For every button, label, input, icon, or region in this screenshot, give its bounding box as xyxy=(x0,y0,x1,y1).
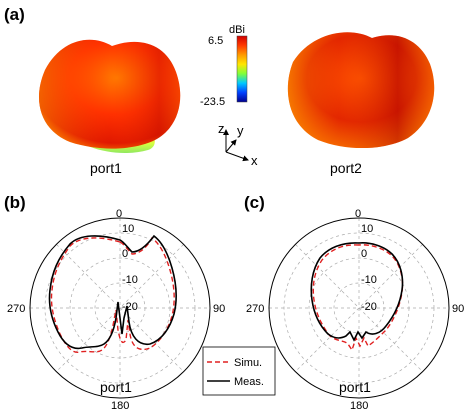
panel-label-c: (c) xyxy=(244,193,265,212)
pattern-3d-port2-label: port2 xyxy=(330,160,362,176)
colorbar-max-label: 6.5 xyxy=(208,35,223,47)
legend-box xyxy=(202,346,276,396)
polar-b-angle-right: 90 xyxy=(213,303,225,315)
polar-b-outer-ring xyxy=(29,217,211,399)
polar-c-radial-10: 10 xyxy=(361,223,373,235)
polar-b-angle-top: 0 xyxy=(116,208,122,220)
polar-c-angle-left: 270 xyxy=(246,303,264,315)
polar-c-meas-curve xyxy=(310,242,404,342)
triad-y-axis xyxy=(225,139,237,153)
polar-b-port-label: port1 xyxy=(100,379,132,395)
polar-b-simu-curve xyxy=(50,236,175,353)
polar-c-port-label: port1 xyxy=(339,379,371,395)
polar-c-radial-0: 0 xyxy=(361,248,367,260)
polar-b-radial-10: 10 xyxy=(122,223,134,235)
triad-x-label: x xyxy=(251,153,258,168)
polar-c-angle-right: 90 xyxy=(452,303,464,315)
polar-c-outer-ring xyxy=(268,217,450,399)
legend-meas-label: Meas. xyxy=(234,376,264,388)
polar-c-grid xyxy=(269,218,449,398)
polar-c-simu-curve xyxy=(312,244,404,352)
polar-c-radial-neg10: -10 xyxy=(361,274,377,286)
polar-b-radial-neg10: -10 xyxy=(122,274,138,286)
polar-b-angle-left: 270 xyxy=(7,303,25,315)
polar-c-angle-top: 0 xyxy=(355,208,361,220)
triad-z-label: z xyxy=(218,121,225,136)
pattern-3d-port1-label: port1 xyxy=(90,160,122,176)
polar-plot-b: 0 90 180 270 10 0 -10 -20 port1 xyxy=(7,208,225,412)
colorbar-bar xyxy=(236,35,248,103)
polar-c-angle-bottom: 180 xyxy=(350,400,368,412)
pattern-3d-port2-shade xyxy=(287,32,435,149)
panel-label-b: (b) xyxy=(4,193,26,212)
triad-y-label: y xyxy=(237,123,244,138)
polar-c-radial-neg20: -20 xyxy=(361,301,377,313)
legend-simu-label: Simu. xyxy=(234,357,262,369)
polar-b-meas-curve xyxy=(48,234,177,350)
axes-triad xyxy=(223,129,249,162)
colorbar-min-label: -23.5 xyxy=(200,96,225,108)
polar-plot-c: 0 90 180 270 10 0 -10 -20 port1 xyxy=(246,208,464,412)
polar-b-radial-neg20: -20 xyxy=(122,301,138,313)
legend: Simu. Meas. xyxy=(202,346,276,396)
polar-b-angle-bottom: 180 xyxy=(111,400,129,412)
panel-label-a: (a) xyxy=(4,5,25,24)
colorbar: dBi 6.5 -23.5 xyxy=(200,24,248,108)
pattern-3d-port1-shade xyxy=(38,39,181,149)
colorbar-unit: dBi xyxy=(229,24,245,36)
pattern-3d-port1: port1 xyxy=(38,39,181,176)
pattern-3d-port2: port2 xyxy=(287,32,435,176)
polar-b-grid xyxy=(30,218,210,398)
triad-x-axis xyxy=(225,151,249,162)
polar-b-radial-0: 0 xyxy=(122,248,128,260)
